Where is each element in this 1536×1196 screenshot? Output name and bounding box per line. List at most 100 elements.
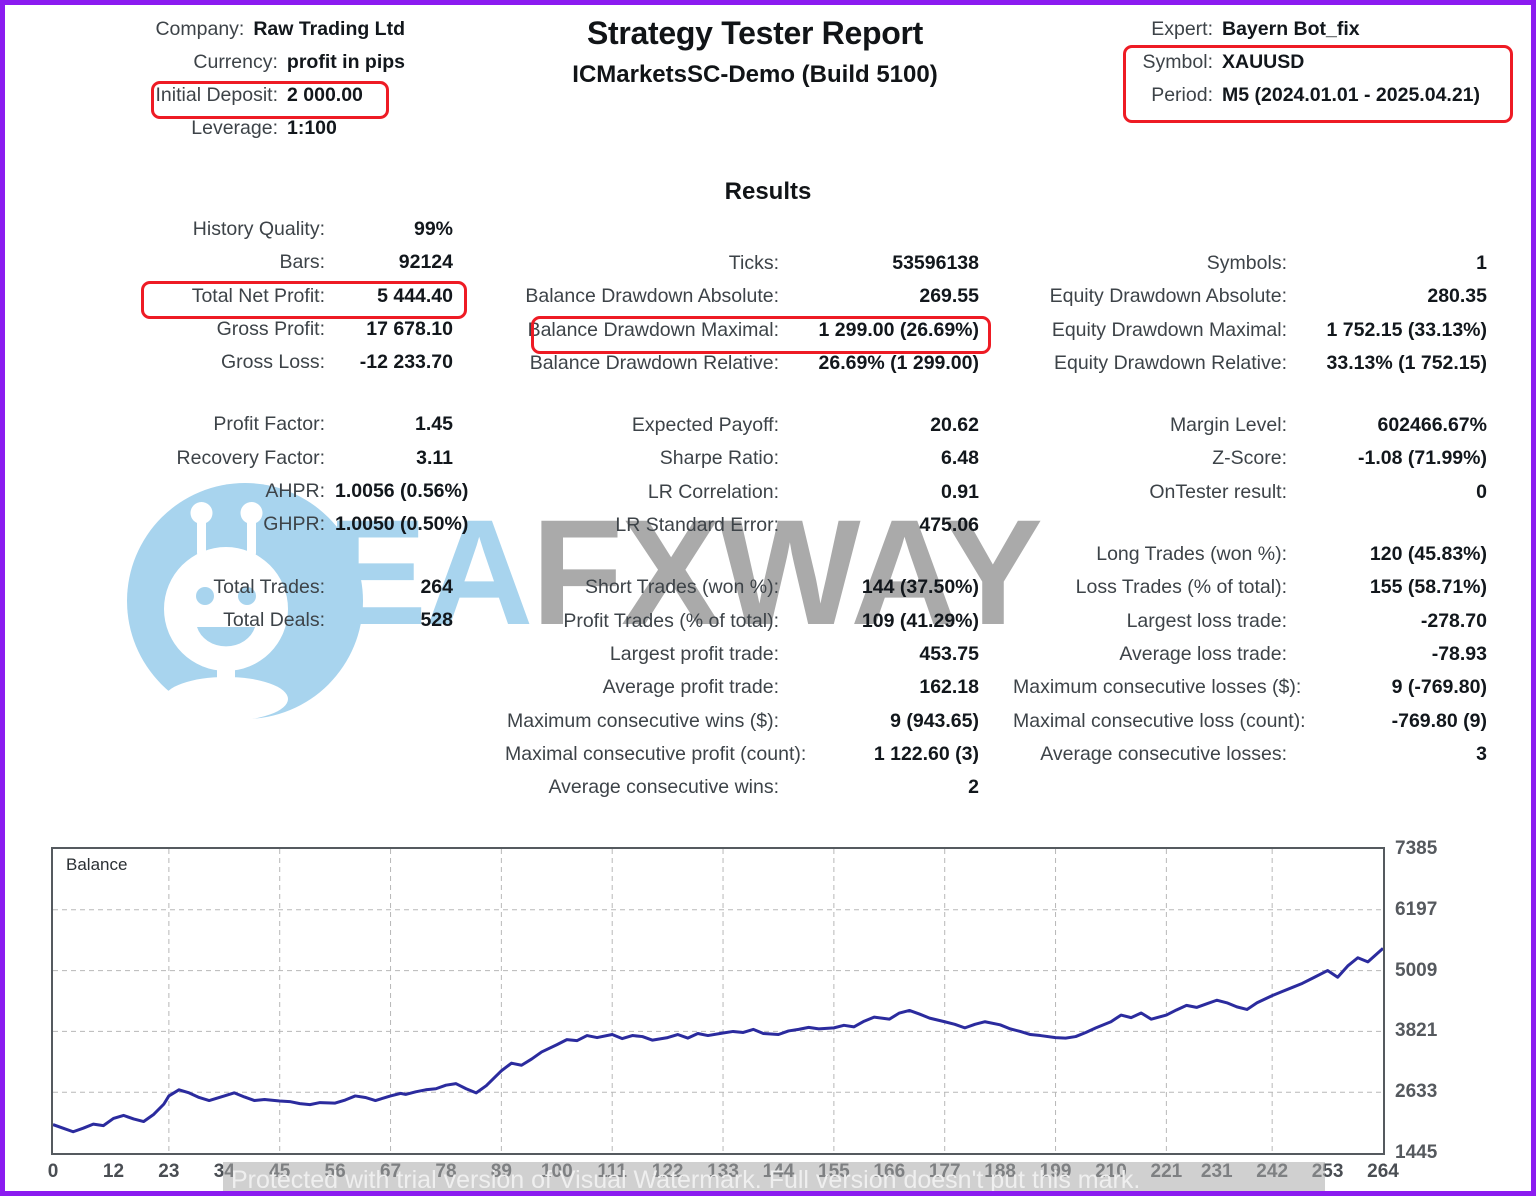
y-tick-label: 2633: [1395, 1081, 1438, 1103]
report-subtitle: ICMarketsSC-Demo (Build 5100): [572, 61, 938, 88]
stat-row-short-trades-won: Short Trades (won %): 144 (37.50%): [505, 571, 979, 604]
stat-label: Z-Score:: [1212, 447, 1287, 470]
header-label: Company:: [155, 18, 245, 40]
stat-row-maximum-consecutive-losses: Maximum consecutive losses ($): 9 (-769.8…: [1013, 671, 1487, 704]
stat-value: 1.45: [415, 413, 453, 436]
stat-row-balance-drawdown-maximal: Balance Drawdown Maximal: 1 299.00 (26.69…: [505, 314, 979, 347]
stat-label: Symbols:: [1206, 252, 1287, 274]
stat-label: LR Standard Error:: [615, 514, 779, 537]
stat-label: Average loss trade:: [1119, 642, 1287, 665]
stat-label: Total Deals:: [223, 608, 325, 631]
stat-value: 1.0050 (0.50%): [335, 513, 469, 536]
stat-value: 53596138: [892, 252, 979, 274]
x-tick-label: 67: [379, 1161, 402, 1182]
stat-label: Total Trades:: [213, 575, 325, 598]
stat-value: 0: [1476, 480, 1487, 503]
stat-value: 9 (-769.80): [1391, 676, 1487, 699]
stat-row-loss-trades-of-total: Loss Trades (% of total): 155 (58.71%): [1013, 571, 1487, 604]
stat-row-maximal-consecutive-loss-count: Maximal consecutive loss (count): -769.80…: [1013, 705, 1487, 738]
balance-chart-svg: [53, 849, 1383, 1153]
report-title-block: Strategy Tester Report ICMarketsSC-Demo …: [435, 13, 1075, 93]
stat-value: 26.69% (1 299.00): [818, 351, 979, 374]
stats-spacer: [1013, 380, 1487, 409]
header-label: Period:: [1151, 84, 1213, 106]
stats-spacer: [101, 542, 453, 571]
stat-label: AHPR:: [265, 480, 325, 503]
balance-chart-legend: Balance: [63, 855, 131, 875]
x-tick-label: 166: [873, 1161, 906, 1182]
stat-value: 475.06: [919, 514, 979, 537]
stat-row-lr-standard-error: LR Standard Error: 475.06: [505, 509, 979, 542]
stat-value: 1 122.60 (3): [873, 742, 979, 765]
stat-value: -278.70: [1420, 609, 1487, 632]
stat-row-total-net-profit: Total Net Profit: 5 444.40: [101, 280, 453, 313]
x-tick-label: 221: [1150, 1161, 1183, 1182]
stat-value: -1.08 (71.99%): [1358, 447, 1487, 470]
stat-label: LR Correlation:: [647, 480, 779, 503]
x-tick-label: 78: [435, 1161, 457, 1182]
stat-label: GHPR:: [263, 513, 325, 536]
y-tick-label: 7385: [1395, 838, 1438, 859]
header-row-symbol: Symbol: XAUUSD: [1127, 46, 1507, 79]
x-tick-label: 133: [707, 1161, 739, 1182]
stat-row-bars: Bars: 92124: [101, 246, 453, 279]
header-row-initial-deposit: Initial Deposit: 2 000.00: [155, 79, 405, 112]
stat-label: Balance Drawdown Relative:: [529, 351, 779, 374]
stat-value: 162.18: [919, 676, 979, 699]
stat-row-equity-drawdown-maximal: Equity Drawdown Maximal: 1 752.15 (33.13%…: [1013, 314, 1487, 347]
y-tick-label: 5009: [1395, 959, 1438, 981]
stat-value: 1: [1476, 252, 1487, 274]
stat-value: 17 678.10: [366, 317, 453, 340]
stat-label: Equity Drawdown Maximal:: [1051, 318, 1287, 341]
header-label: Initial Deposit:: [155, 84, 278, 106]
balance-chart-y-axis: 1445 2633 3821 5009 6197 7385: [1395, 838, 1491, 1163]
x-tick-label: 56: [324, 1161, 346, 1182]
stat-label: Total Net Profit:: [191, 284, 325, 307]
x-tick-label: 144: [762, 1161, 795, 1182]
x-tick-label: 155: [818, 1161, 850, 1182]
stat-value: 3.11: [416, 446, 453, 469]
x-tick-label: 23: [158, 1161, 180, 1182]
x-tick-label: 242: [1256, 1161, 1289, 1182]
stat-row-maximum-consecutive-wins: Maximum consecutive wins ($): 9 (943.65): [505, 705, 979, 738]
x-tick-label: 231: [1200, 1161, 1233, 1182]
stat-row-expected-payoff: Expected Payoff: 20.62: [505, 409, 979, 442]
stat-row-average-loss-trade: Average loss trade: -78.93: [1013, 638, 1487, 671]
stat-value: 3: [1476, 742, 1487, 765]
stat-value: 2: [968, 776, 979, 799]
header-label: Leverage:: [191, 117, 278, 139]
stats-spacer: [505, 542, 979, 571]
stat-label: Average profit trade:: [602, 676, 779, 699]
stat-value: 120 (45.83%): [1369, 543, 1487, 566]
stat-value: -12 233.70: [359, 351, 453, 374]
stat-row-long-trades-won: Long Trades (won %): 120 (45.83%): [1013, 538, 1487, 571]
stat-label: Largest profit trade:: [609, 642, 779, 665]
stat-row-balance-drawdown-absolute: Balance Drawdown Absolute: 269.55: [505, 280, 979, 313]
stat-label: Ticks:: [728, 252, 779, 274]
x-tick-label: 100: [540, 1161, 573, 1182]
stat-value: 92124: [398, 251, 453, 274]
stats-spacer: [1013, 509, 1487, 538]
stat-row-lr-correlation: LR Correlation: 0.91: [505, 476, 979, 509]
stat-value: 99%: [413, 218, 453, 240]
header-label: Expert:: [1151, 18, 1213, 40]
stat-label: Sharpe Ratio:: [659, 447, 779, 470]
stat-value: 0.91: [941, 480, 979, 503]
stat-label: Expected Payoff:: [631, 414, 779, 437]
stat-value: 9 (943.65): [890, 709, 979, 732]
x-tick-label: 34: [213, 1161, 235, 1182]
header-value: XAUUSD: [1222, 51, 1305, 73]
stats-spacer: [505, 380, 979, 409]
header-row-expert: Expert: Bayern Bot_fix: [1127, 13, 1507, 46]
stat-row-ghpr: GHPR: 1.0050 (0.50%): [101, 508, 469, 541]
stats-column-right: Symbols: 1 Equity Drawdown Absolute: 280.35…: [1013, 247, 1487, 771]
x-tick-label: 253: [1311, 1161, 1344, 1182]
stat-label: Maximal consecutive profit (count):: [505, 742, 807, 765]
y-tick-label: 6197: [1395, 898, 1438, 920]
x-tick-label: 264: [1367, 1161, 1399, 1182]
stat-row-ahpr: AHPR: 1.0056 (0.56%): [101, 475, 468, 508]
stat-value: 155 (58.71%): [1369, 576, 1487, 599]
stat-row-gross-loss: Gross Loss: -12 233.70: [101, 346, 453, 379]
stat-label: Loss Trades (% of total):: [1075, 576, 1287, 599]
